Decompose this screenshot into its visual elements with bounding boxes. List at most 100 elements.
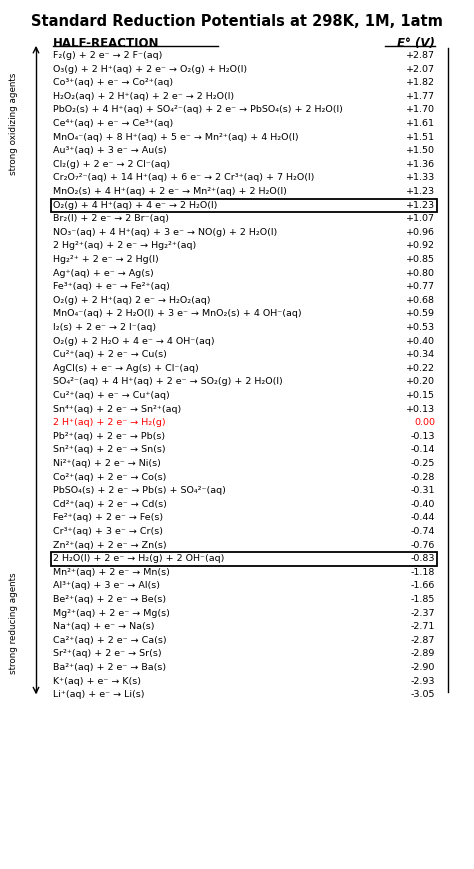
Text: +1.07: +1.07 [406, 214, 435, 223]
Text: -0.28: -0.28 [410, 473, 435, 481]
Text: I₂(s) + 2 e⁻ → 2 I⁻(aq): I₂(s) + 2 e⁻ → 2 I⁻(aq) [53, 323, 156, 332]
Text: -0.31: -0.31 [410, 486, 435, 495]
Text: Co²⁺(aq) + 2 e⁻ → Co(s): Co²⁺(aq) + 2 e⁻ → Co(s) [53, 473, 166, 481]
Text: +1.33: +1.33 [406, 174, 435, 182]
Text: -0.76: -0.76 [410, 541, 435, 549]
Text: +0.34: +0.34 [406, 350, 435, 359]
Text: Mg²⁺(aq) + 2 e⁻ → Mg(s): Mg²⁺(aq) + 2 e⁻ → Mg(s) [53, 608, 170, 618]
Text: +0.96: +0.96 [406, 228, 435, 236]
Text: Ni²⁺(aq) + 2 e⁻ → Ni(s): Ni²⁺(aq) + 2 e⁻ → Ni(s) [53, 459, 161, 468]
Text: O₂(g) + 2 H₂O + 4 e⁻ → 4 OH⁻(aq): O₂(g) + 2 H₂O + 4 e⁻ → 4 OH⁻(aq) [53, 336, 215, 346]
Text: 2 Hg²⁺(aq) + 2 e⁻ → Hg₂²⁺(aq): 2 Hg²⁺(aq) + 2 e⁻ → Hg₂²⁺(aq) [53, 242, 196, 250]
Text: Standard Reduction Potentials at 298K, 1M, 1atm: Standard Reduction Potentials at 298K, 1… [31, 14, 443, 29]
Text: PbO₂(s) + 4 H⁺(aq) + SO₄²⁻(aq) + 2 e⁻ → PbSO₄(s) + 2 H₂O(l): PbO₂(s) + 4 H⁺(aq) + SO₄²⁻(aq) + 2 e⁻ → … [53, 105, 343, 115]
Text: +1.82: +1.82 [406, 78, 435, 87]
Text: F₂(g) + 2 e⁻ → 2 F⁻(aq): F₂(g) + 2 e⁻ → 2 F⁻(aq) [53, 51, 163, 60]
Text: +0.59: +0.59 [406, 309, 435, 318]
Text: SO₄²⁻(aq) + 4 H⁺(aq) + 2 e⁻ → SO₂(g) + 2 H₂O(l): SO₄²⁻(aq) + 4 H⁺(aq) + 2 e⁻ → SO₂(g) + 2… [53, 377, 283, 387]
Text: +1.23: +1.23 [406, 187, 435, 196]
Bar [51, 552, 437, 566]
Text: +0.92: +0.92 [406, 242, 435, 250]
Text: +1.77: +1.77 [406, 92, 435, 101]
Text: Hg₂²⁺ + 2 e⁻ → 2 Hg(l): Hg₂²⁺ + 2 e⁻ → 2 Hg(l) [53, 255, 159, 264]
Text: +0.77: +0.77 [406, 282, 435, 291]
Text: Sr²⁺(aq) + 2 e⁻ → Sr(s): Sr²⁺(aq) + 2 e⁻ → Sr(s) [53, 649, 162, 659]
Text: strong oxidizing agents: strong oxidizing agents [9, 73, 18, 176]
Text: -1.18: -1.18 [410, 567, 435, 577]
Text: Cd²⁺(aq) + 2 e⁻ → Cd(s): Cd²⁺(aq) + 2 e⁻ → Cd(s) [53, 500, 167, 509]
Text: +0.22: +0.22 [406, 364, 435, 373]
Text: Sn⁴⁺(aq) + 2 e⁻ → Sn²⁺(aq): Sn⁴⁺(aq) + 2 e⁻ → Sn²⁺(aq) [53, 405, 181, 414]
Text: -1.85: -1.85 [410, 595, 435, 604]
Text: MnO₂(s) + 4 H⁺(aq) + 2 e⁻ → Mn²⁺(aq) + 2 H₂O(l): MnO₂(s) + 4 H⁺(aq) + 2 e⁻ → Mn²⁺(aq) + 2… [53, 187, 287, 196]
Text: -2.71: -2.71 [410, 622, 435, 631]
Text: +0.80: +0.80 [406, 269, 435, 277]
Text: Ce⁴⁺(aq) + e⁻ → Ce³⁺(aq): Ce⁴⁺(aq) + e⁻ → Ce³⁺(aq) [53, 119, 173, 128]
Text: Br₂(l) + 2 e⁻ → 2 Br⁻(aq): Br₂(l) + 2 e⁻ → 2 Br⁻(aq) [53, 214, 169, 223]
Text: HALF-REACTION: HALF-REACTION [53, 37, 159, 50]
Text: +2.07: +2.07 [406, 64, 435, 74]
Text: O₃(g) + 2 H⁺(aq) + 2 e⁻ → O₂(g) + H₂O(l): O₃(g) + 2 H⁺(aq) + 2 e⁻ → O₂(g) + H₂O(l) [53, 64, 247, 74]
Text: +1.61: +1.61 [406, 119, 435, 128]
Text: 2 H⁺(aq) + 2 e⁻ → H₂(g): 2 H⁺(aq) + 2 e⁻ → H₂(g) [53, 418, 165, 428]
Text: -0.13: -0.13 [410, 432, 435, 441]
Text: Mn²⁺(aq) + 2 e⁻ → Mn(s): Mn²⁺(aq) + 2 e⁻ → Mn(s) [53, 567, 170, 577]
Text: +2.87: +2.87 [406, 51, 435, 60]
Text: Fe³⁺(aq) + e⁻ → Fe²⁺(aq): Fe³⁺(aq) + e⁻ → Fe²⁺(aq) [53, 282, 170, 291]
Text: +0.15: +0.15 [406, 391, 435, 400]
Text: O₂(g) + 4 H⁺(aq) + 4 e⁻ → 2 H₂O(l): O₂(g) + 4 H⁺(aq) + 4 e⁻ → 2 H₂O(l) [53, 201, 218, 209]
Text: Li⁺(aq) + e⁻ → Li(s): Li⁺(aq) + e⁻ → Li(s) [53, 690, 145, 700]
Text: -3.05: -3.05 [410, 690, 435, 700]
Text: +1.51: +1.51 [406, 133, 435, 142]
Text: AgCl(s) + e⁻ → Ag(s) + Cl⁻(aq): AgCl(s) + e⁻ → Ag(s) + Cl⁻(aq) [53, 364, 199, 373]
Text: MnO₄⁻(aq) + 8 H⁺(aq) + 5 e⁻ → Mn²⁺(aq) + 4 H₂O(l): MnO₄⁻(aq) + 8 H⁺(aq) + 5 e⁻ → Mn²⁺(aq) +… [53, 133, 299, 142]
Text: +0.68: +0.68 [406, 295, 435, 305]
Bar [51, 199, 437, 212]
Text: -0.40: -0.40 [410, 500, 435, 509]
Text: Au³⁺(aq) + 3 e⁻ → Au(s): Au³⁺(aq) + 3 e⁻ → Au(s) [53, 146, 167, 156]
Text: -0.25: -0.25 [410, 459, 435, 468]
Text: +1.36: +1.36 [406, 160, 435, 169]
Text: Cr₂O₇²⁻(aq) + 14 H⁺(aq) + 6 e⁻ → 2 Cr³⁺(aq) + 7 H₂O(l): Cr₂O₇²⁻(aq) + 14 H⁺(aq) + 6 e⁻ → 2 Cr³⁺(… [53, 174, 314, 182]
Text: E° (V): E° (V) [397, 37, 435, 50]
Text: Cl₂(g) + 2 e⁻ → 2 Cl⁻(aq): Cl₂(g) + 2 e⁻ → 2 Cl⁻(aq) [53, 160, 170, 169]
Text: 0.00: 0.00 [414, 418, 435, 428]
Text: Al³⁺(aq) + 3 e⁻ → Al(s): Al³⁺(aq) + 3 e⁻ → Al(s) [53, 581, 160, 590]
Text: Cr³⁺(aq) + 3 e⁻ → Cr(s): Cr³⁺(aq) + 3 e⁻ → Cr(s) [53, 527, 163, 536]
Text: Zn²⁺(aq) + 2 e⁻ → Zn(s): Zn²⁺(aq) + 2 e⁻ → Zn(s) [53, 541, 167, 549]
Text: Cu²⁺(aq) + 2 e⁻ → Cu(s): Cu²⁺(aq) + 2 e⁻ → Cu(s) [53, 350, 167, 359]
Text: -0.83: -0.83 [410, 554, 435, 563]
Text: Pb²⁺(aq) + 2 e⁻ → Pb(s): Pb²⁺(aq) + 2 e⁻ → Pb(s) [53, 432, 165, 441]
Text: -0.44: -0.44 [410, 514, 435, 522]
Text: K⁺(aq) + e⁻ → K(s): K⁺(aq) + e⁻ → K(s) [53, 677, 141, 686]
Text: MnO₄⁻(aq) + 2 H₂O(l) + 3 e⁻ → MnO₂(s) + 4 OH⁻(aq): MnO₄⁻(aq) + 2 H₂O(l) + 3 e⁻ → MnO₂(s) + … [53, 309, 301, 318]
Text: +0.20: +0.20 [406, 377, 435, 387]
Text: Ag⁺(aq) + e⁻ → Ag(s): Ag⁺(aq) + e⁻ → Ag(s) [53, 269, 154, 277]
Text: -2.87: -2.87 [410, 636, 435, 645]
Text: Sn²⁺(aq) + 2 e⁻ → Sn(s): Sn²⁺(aq) + 2 e⁻ → Sn(s) [53, 446, 165, 454]
Text: -2.37: -2.37 [410, 608, 435, 618]
Text: 2 H₂O(l) + 2 e⁻ → H₂(g) + 2 OH⁻(aq): 2 H₂O(l) + 2 e⁻ → H₂(g) + 2 OH⁻(aq) [53, 554, 224, 563]
Text: Be²⁺(aq) + 2 e⁻ → Be(s): Be²⁺(aq) + 2 e⁻ → Be(s) [53, 595, 166, 604]
Text: -1.66: -1.66 [410, 581, 435, 590]
Text: Ba²⁺(aq) + 2 e⁻ → Ba(s): Ba²⁺(aq) + 2 e⁻ → Ba(s) [53, 663, 166, 672]
Text: +1.50: +1.50 [406, 146, 435, 156]
Text: -2.89: -2.89 [410, 649, 435, 659]
Text: Co³⁺(aq) + e⁻ → Co²⁺(aq): Co³⁺(aq) + e⁻ → Co²⁺(aq) [53, 78, 173, 87]
Text: +1.23: +1.23 [406, 201, 435, 209]
Text: -0.74: -0.74 [410, 527, 435, 536]
Text: -2.93: -2.93 [410, 677, 435, 686]
Text: -0.14: -0.14 [410, 446, 435, 454]
Text: +0.40: +0.40 [406, 336, 435, 346]
Text: PbSO₄(s) + 2 e⁻ → Pb(s) + SO₄²⁻(aq): PbSO₄(s) + 2 e⁻ → Pb(s) + SO₄²⁻(aq) [53, 486, 226, 495]
Text: Fe²⁺(aq) + 2 e⁻ → Fe(s): Fe²⁺(aq) + 2 e⁻ → Fe(s) [53, 514, 163, 522]
Text: NO₃⁻(aq) + 4 H⁺(aq) + 3 e⁻ → NO(g) + 2 H₂O(l): NO₃⁻(aq) + 4 H⁺(aq) + 3 e⁻ → NO(g) + 2 H… [53, 228, 277, 236]
Text: -2.90: -2.90 [410, 663, 435, 672]
Text: Ca²⁺(aq) + 2 e⁻ → Ca(s): Ca²⁺(aq) + 2 e⁻ → Ca(s) [53, 636, 167, 645]
Text: Cu²⁺(aq) + e⁻ → Cu⁺(aq): Cu²⁺(aq) + e⁻ → Cu⁺(aq) [53, 391, 170, 400]
Text: H₂O₂(aq) + 2 H⁺(aq) + 2 e⁻ → 2 H₂O(l): H₂O₂(aq) + 2 H⁺(aq) + 2 e⁻ → 2 H₂O(l) [53, 92, 234, 101]
Text: Na⁺(aq) + e⁻ → Na(s): Na⁺(aq) + e⁻ → Na(s) [53, 622, 155, 631]
Text: +1.70: +1.70 [406, 105, 435, 115]
Text: +0.53: +0.53 [406, 323, 435, 332]
Text: +0.13: +0.13 [406, 405, 435, 414]
